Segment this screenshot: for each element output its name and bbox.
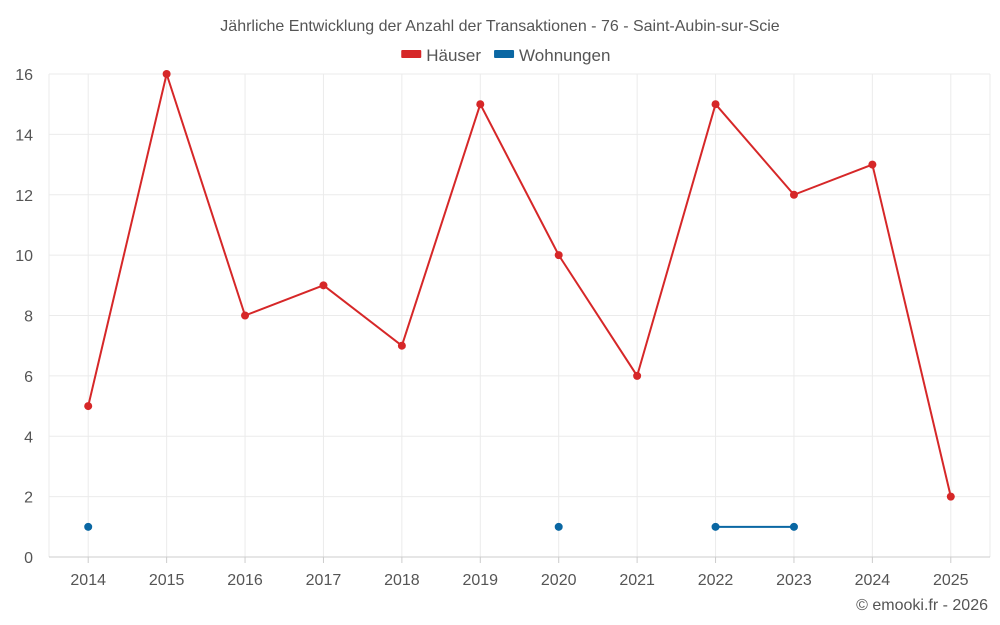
y-tick-label: 14 — [15, 127, 33, 144]
series-line-h-user — [557, 254, 638, 377]
series-line-h-user — [244, 284, 324, 317]
y-tick-label: 16 — [15, 67, 33, 84]
x-tick-label: 2022 — [698, 572, 734, 589]
x-tick-label: 2015 — [149, 572, 185, 589]
x-tick-label: 2020 — [541, 572, 577, 589]
series — [84, 70, 955, 531]
y-tick-label: 8 — [24, 309, 33, 326]
x-tick-label: 2018 — [384, 572, 420, 589]
series-line-h-user — [871, 164, 952, 497]
x-tick-label: 2021 — [619, 572, 655, 589]
legend-item-label[interactable]: Häuser — [426, 46, 481, 65]
chart-title: Jährliche Entwicklung der Anzahl der Tra… — [220, 18, 779, 35]
legend-swatch — [401, 50, 422, 58]
y-tick-label: 10 — [15, 248, 33, 265]
data-point-h-user[interactable] — [162, 70, 171, 78]
data-point-h-user[interactable] — [84, 402, 93, 411]
legend: Häuser Wohnungen — [401, 46, 610, 65]
series-line-h-user — [636, 103, 717, 377]
x-tick-label: 2017 — [306, 572, 342, 589]
series-line-h-user — [87, 73, 168, 407]
data-point-h-user[interactable] — [554, 251, 563, 260]
data-point-h-user[interactable] — [241, 311, 250, 320]
y-tick-label: 6 — [24, 369, 33, 386]
credit-text: © emooki.fr - 2026 — [856, 597, 988, 614]
series-line-h-user — [793, 163, 873, 196]
data-point-h-user[interactable] — [789, 190, 798, 199]
x-tick-label: 2019 — [462, 572, 498, 589]
data-point-wohnungen[interactable] — [789, 522, 798, 531]
data-point-h-user[interactable] — [946, 492, 955, 501]
series-line-h-user — [322, 284, 403, 347]
legend-item-label[interactable]: Wohnungen — [519, 46, 610, 65]
data-point-h-user[interactable] — [397, 341, 406, 350]
y-tick-label: 4 — [24, 429, 33, 446]
data-point-h-user[interactable] — [633, 371, 642, 380]
x-tick-label: 2023 — [776, 572, 812, 589]
x-tick-label: 2014 — [70, 572, 106, 589]
data-point-h-user[interactable] — [711, 100, 720, 109]
data-point-h-user[interactable] — [319, 281, 328, 290]
x-tick-label: 2016 — [227, 572, 263, 589]
data-point-wohnungen[interactable] — [554, 522, 563, 531]
data-point-wohnungen[interactable] — [84, 522, 93, 531]
series-line-h-user — [165, 73, 246, 316]
series-line-h-user — [714, 103, 795, 196]
y-tick-label: 2 — [24, 490, 33, 507]
x-tick-label: 2024 — [855, 572, 891, 589]
data-point-wohnungen[interactable] — [711, 522, 720, 531]
data-point-h-user[interactable] — [476, 100, 485, 109]
data-point-h-user[interactable] — [868, 160, 877, 169]
legend-swatch — [494, 50, 515, 58]
x-tick-label: 2025 — [933, 572, 969, 589]
axes: 0 2 4 6 8 10 12 14 16 2014 2015 2016 2017 2018 2019 202… — [15, 67, 990, 589]
y-tick-label: 12 — [15, 188, 33, 205]
series-line-h-user — [400, 103, 482, 346]
series-line-h-user — [479, 103, 560, 256]
y-tick-label: 0 — [24, 550, 33, 567]
